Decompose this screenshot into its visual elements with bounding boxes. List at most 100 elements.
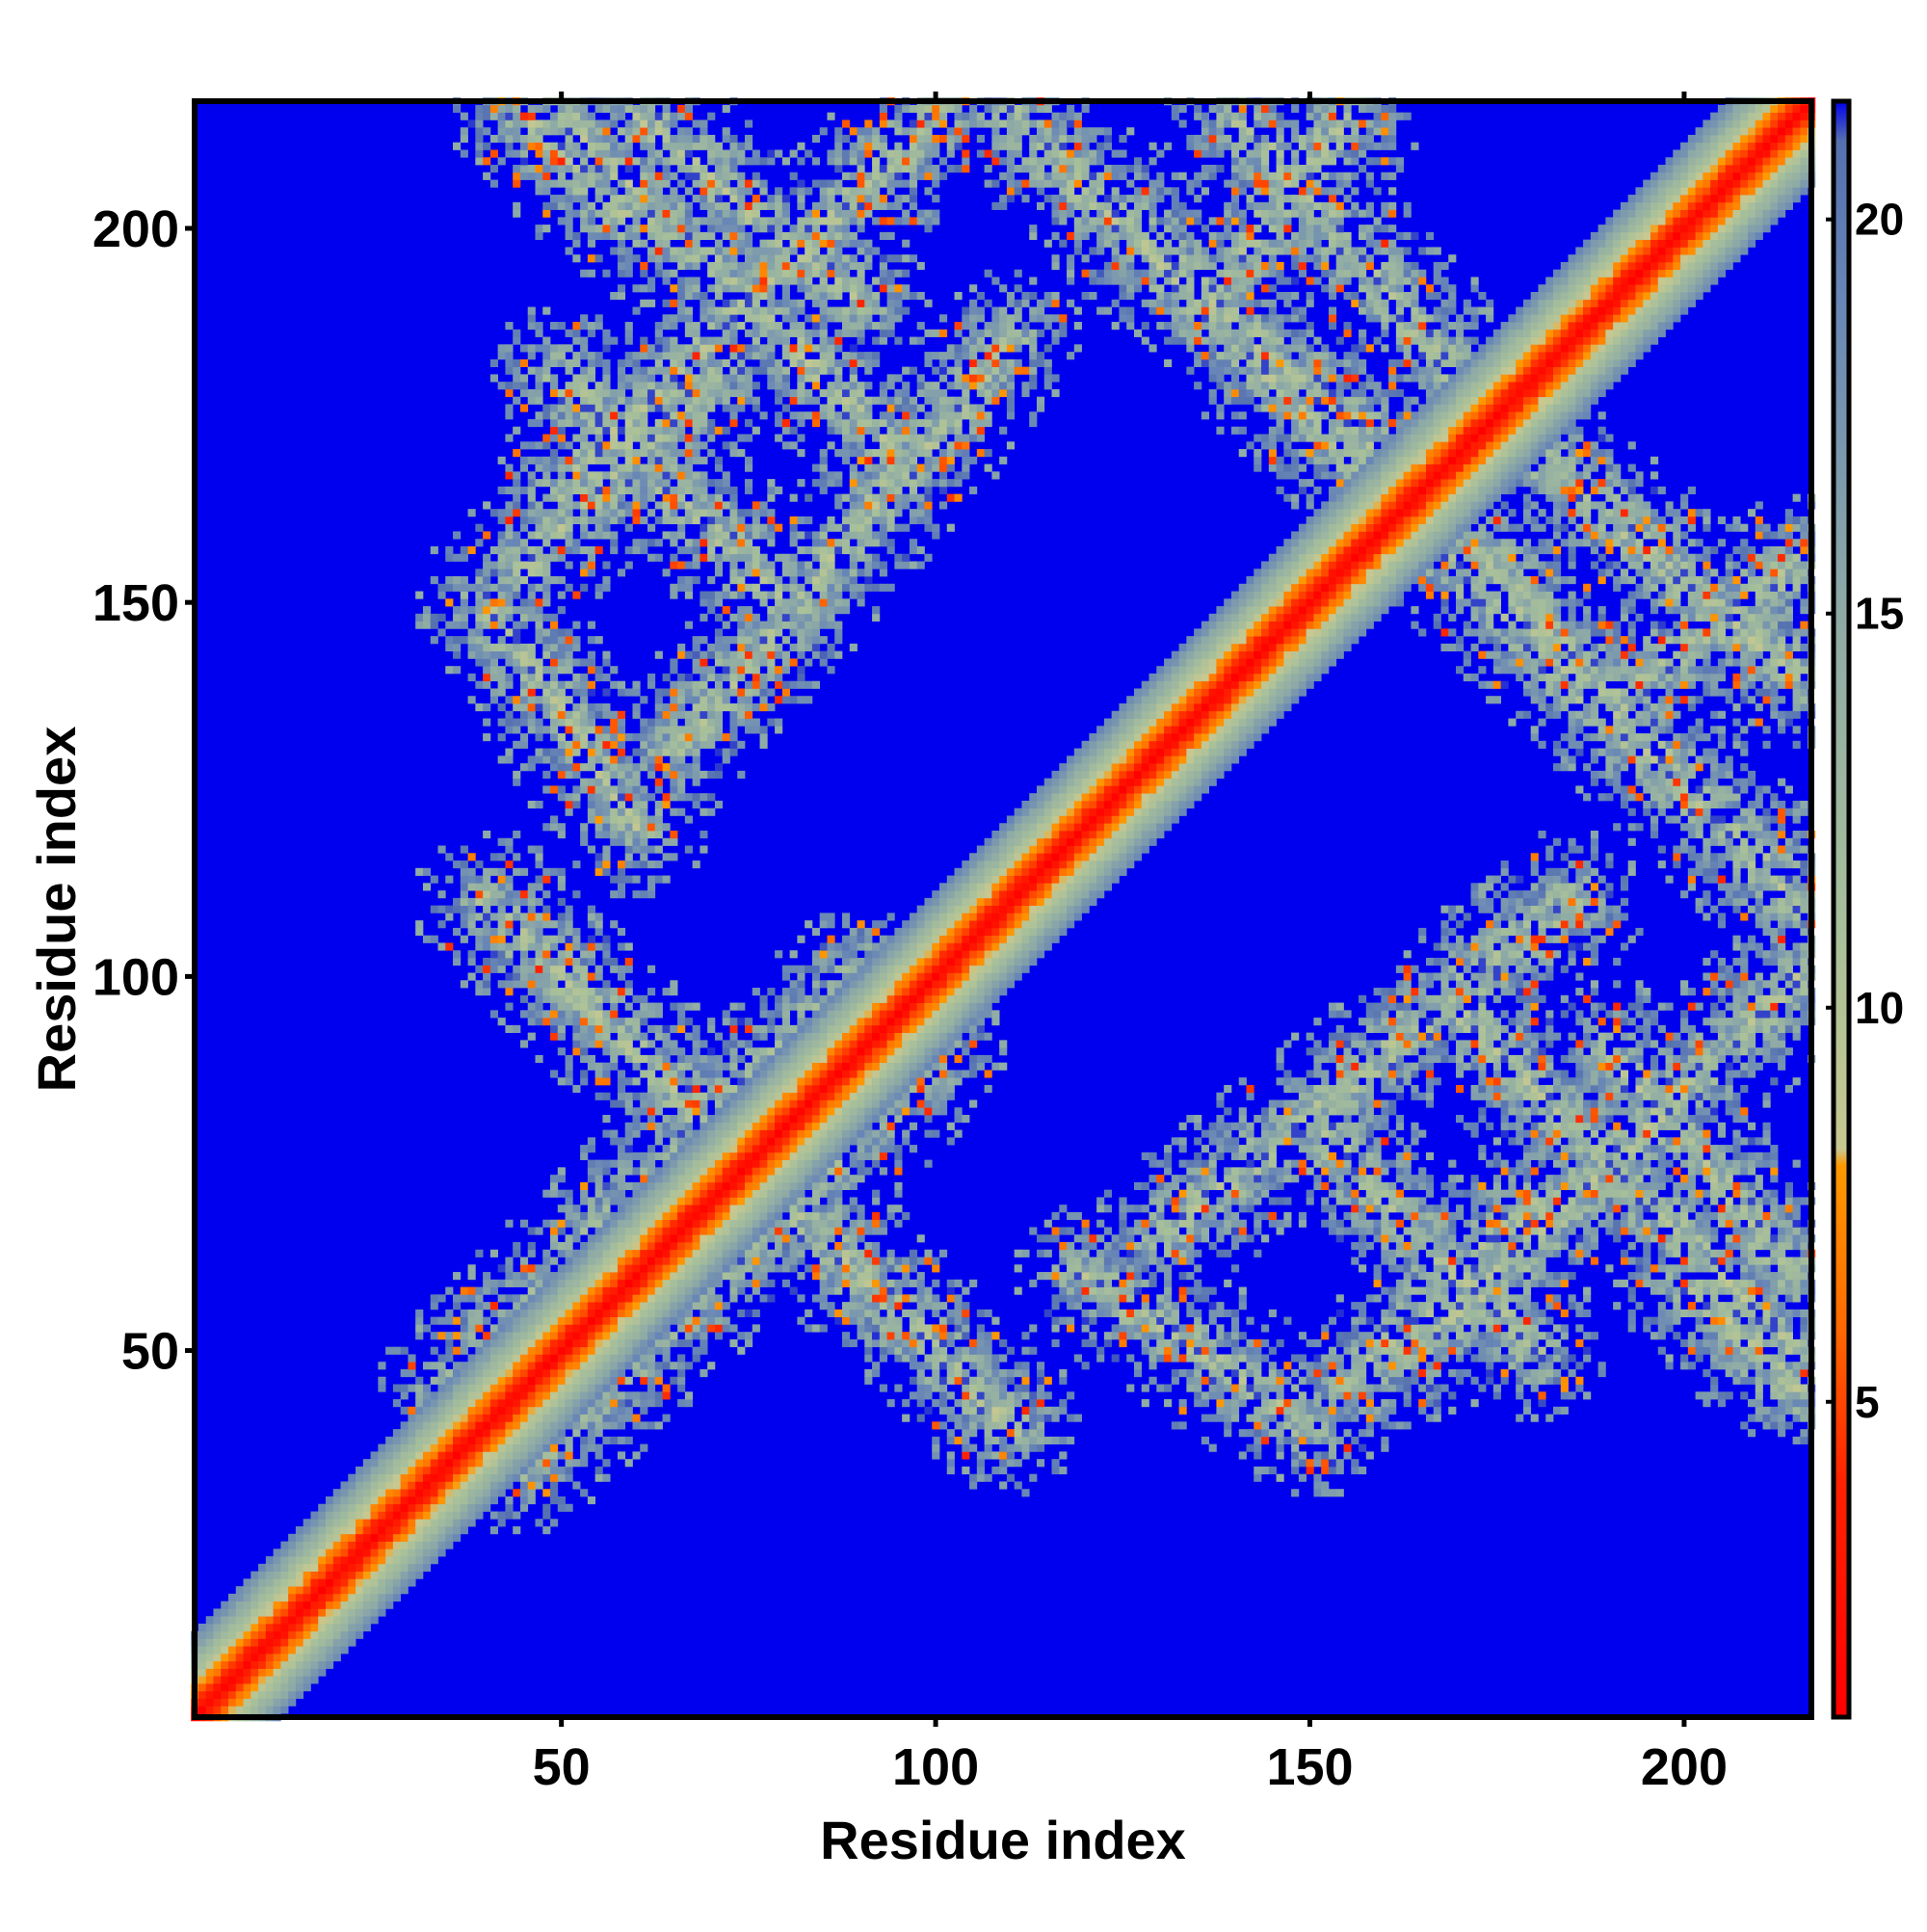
heatmap-cell — [415, 1556, 424, 1565]
heatmap-cell — [542, 531, 551, 540]
heatmap-cell — [513, 583, 521, 592]
heatmap-cell — [594, 1211, 603, 1221]
heatmap-cell — [550, 127, 559, 136]
heatmap-cell — [483, 680, 491, 689]
heatmap-cell — [647, 1302, 656, 1310]
heatmap-cell — [460, 1489, 468, 1497]
heatmap-cell — [265, 1616, 274, 1625]
heatmap-cell — [580, 112, 589, 120]
heatmap-cell — [505, 366, 514, 375]
heatmap-cell — [535, 935, 543, 943]
heatmap-cell — [557, 1032, 566, 1041]
heatmap-cell — [483, 613, 491, 622]
heatmap-cell — [221, 1683, 229, 1692]
heatmap-cell — [700, 134, 708, 144]
heatmap-cell — [453, 1481, 462, 1490]
heatmap-cell — [475, 643, 484, 652]
heatmap-cell — [624, 479, 633, 488]
heatmap-cell — [513, 1443, 521, 1452]
heatmap-cell — [662, 1159, 671, 1168]
heatmap-cell — [594, 388, 603, 398]
heatmap-cell — [714, 569, 724, 577]
heatmap-cell — [737, 1002, 746, 1011]
heatmap-cell — [640, 1421, 648, 1430]
heatmap-cell — [497, 1368, 506, 1378]
heatmap-cell — [610, 291, 619, 301]
heatmap-cell — [475, 980, 484, 989]
heatmap-cell — [714, 374, 724, 383]
heatmap-cell — [640, 1346, 648, 1355]
heatmap-cell — [535, 523, 543, 532]
heatmap-cell — [430, 1451, 438, 1460]
heatmap-cell — [587, 688, 595, 697]
heatmap-cell — [437, 1451, 446, 1460]
heatmap-cell — [370, 1489, 379, 1497]
heatmap-cell — [408, 1473, 416, 1482]
heatmap-cell — [572, 329, 581, 337]
heatmap-cell — [654, 553, 663, 562]
heatmap-cell — [594, 322, 603, 331]
heatmap-cell — [722, 247, 730, 255]
heatmap-cell — [356, 1503, 364, 1512]
heatmap-cell — [565, 501, 573, 510]
heatmap-cell — [519, 1421, 529, 1430]
heatmap-cell — [318, 1519, 327, 1527]
heatmap-cell — [662, 201, 671, 210]
heatmap-cell — [692, 658, 700, 667]
heatmap-cell — [445, 598, 454, 607]
heatmap-cell — [310, 1654, 319, 1662]
heatmap-cell — [467, 673, 476, 682]
heatmap-cell — [662, 763, 671, 772]
heatmap-cell — [737, 718, 746, 727]
heatmap-cell — [198, 1683, 207, 1692]
heatmap-cell — [475, 890, 484, 899]
heatmap-cell — [617, 142, 626, 150]
heatmap-cell — [714, 1309, 724, 1318]
heatmap-cell — [632, 1264, 641, 1273]
heatmap-cell — [580, 1181, 589, 1191]
heatmap-cell — [408, 1489, 416, 1497]
heatmap-cell — [505, 1466, 514, 1475]
heatmap-cell — [227, 1646, 237, 1654]
heatmap-cell — [535, 636, 543, 645]
heatmap-cell — [542, 1272, 551, 1281]
heatmap-cell — [662, 793, 671, 802]
heatmap-cell — [594, 666, 603, 675]
heatmap-cell — [654, 778, 663, 786]
heatmap-cell — [489, 1391, 498, 1400]
heatmap-cell — [745, 523, 753, 532]
heatmap-cell — [654, 823, 663, 832]
heatmap-cell — [707, 1227, 716, 1235]
heatmap-cell — [729, 165, 738, 173]
heatmap-cell — [594, 352, 603, 360]
heatmap-cell — [587, 1242, 595, 1251]
heatmap-cell — [624, 1309, 633, 1318]
heatmap-cell — [535, 545, 543, 555]
heatmap-cell — [640, 1264, 648, 1273]
heatmap-cell — [557, 479, 566, 488]
heatmap-cell — [483, 104, 491, 114]
heatmap-cell — [378, 1601, 386, 1609]
heatmap-cell — [565, 1062, 573, 1071]
heatmap-cell — [460, 1451, 468, 1460]
heatmap-cell — [737, 382, 746, 390]
heatmap-cell — [602, 411, 611, 420]
heatmap-cell — [437, 1399, 446, 1408]
heatmap-cell — [745, 352, 753, 360]
heatmap-cell — [467, 1384, 476, 1392]
heatmap-cell — [737, 366, 746, 375]
heatmap-cell — [519, 703, 529, 712]
heatmap-cell — [722, 471, 730, 480]
heatmap-cell — [213, 1676, 222, 1684]
heatmap-cell — [445, 1541, 454, 1549]
heatmap-cell — [617, 726, 626, 734]
heatmap-cell — [587, 501, 595, 510]
heatmap-cell — [602, 374, 611, 383]
heatmap-cell — [624, 853, 633, 861]
heatmap-cell — [662, 1204, 671, 1213]
heatmap-cell — [714, 1257, 724, 1265]
heatmap-cell — [513, 531, 521, 540]
heatmap-cell — [647, 426, 656, 435]
heatmap-cell — [550, 418, 559, 428]
heatmap-cell — [700, 1107, 708, 1116]
